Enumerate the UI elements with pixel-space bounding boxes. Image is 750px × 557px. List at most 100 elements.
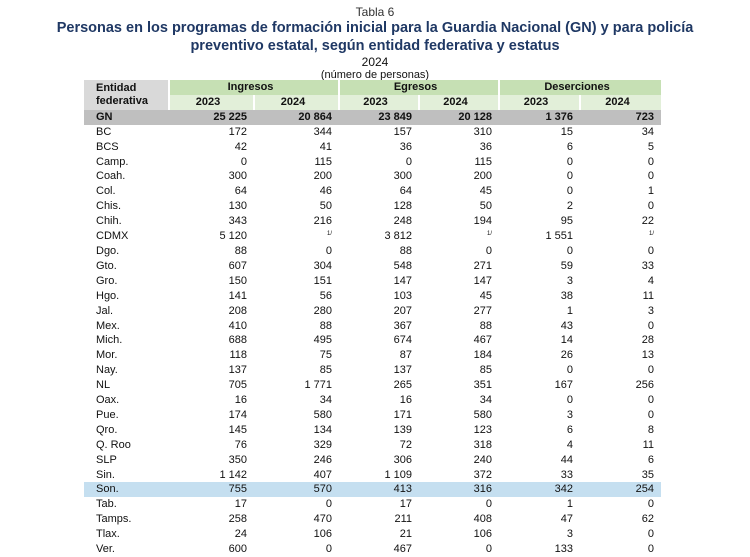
entity-cell: Tamps. [96, 513, 132, 526]
entity-cell: BC [96, 125, 112, 138]
entity-cell: GN [84, 109, 169, 125]
entity-cell: Tab. [96, 498, 117, 511]
table-row: Gto. 607 304 548 271 59 33 [84, 259, 661, 274]
value-cell: 11 [642, 289, 655, 302]
value-cell: 64 [234, 185, 247, 198]
table-row: Tamps. 258 470 211 408 47 62 [84, 512, 661, 527]
value-cell: 343 [228, 215, 247, 228]
value-cell: 41 [319, 140, 333, 153]
entity-cell: Chih. [96, 215, 122, 228]
table-row: BC 172 344 157 310 15 34 [84, 125, 661, 140]
value-cell: 147 [473, 274, 493, 287]
entity-cell: SLP [96, 453, 117, 466]
value-cell: 45 [479, 185, 493, 198]
value-cell: 17 [234, 498, 247, 511]
value-cell: 0 [566, 170, 574, 183]
table-row: Ver. 600 0 467 0 133 0 [84, 542, 661, 557]
table-row: BCS 42 41 36 36 6 5 [84, 140, 661, 155]
value-cell: 3 [566, 528, 574, 541]
value-cell: 20 864 [254, 109, 340, 125]
value-cell: 200 [473, 170, 493, 183]
header-row-groups: Entidad federativa Ingresos Egresos Dese… [84, 80, 662, 110]
table-row: Coah. 300 200 300 200 0 0 [84, 169, 661, 184]
value-cell: 674 [393, 334, 413, 347]
value-cell: 271 [473, 259, 493, 272]
value-cell: 0 [566, 155, 574, 168]
data-table: Entidad federativa Ingresos Egresos Dese… [84, 80, 662, 557]
value-cell: 76 [234, 438, 247, 451]
value-cell: 0 [647, 528, 655, 541]
value-cell: 1 109 [384, 468, 413, 481]
value-cell: 115 [314, 155, 333, 168]
table-row: NL 705 1 771 265 351 167 256 [84, 378, 661, 393]
value-cell: 607 [228, 259, 247, 272]
value-cell: 0 [647, 543, 655, 556]
table-row: Nay. 137 85 137 85 0 0 [84, 363, 661, 378]
year-header: 2024 [579, 94, 662, 110]
value-cell: 50 [319, 200, 333, 213]
value-cell: 106 [313, 528, 333, 541]
footnote-marker: 1/ [487, 231, 493, 238]
value-cell: 342 [499, 482, 581, 498]
value-cell: 38 [560, 289, 574, 302]
value-cell: 172 [228, 125, 247, 138]
entity-cell: Q. Roo [96, 438, 131, 451]
value-cell: 570 [254, 482, 340, 498]
entity-cell: Pue. [96, 408, 119, 421]
value-cell: 1 [566, 304, 574, 317]
value-cell: 344 [313, 125, 333, 138]
value-cell: 25 225 [169, 109, 254, 125]
value-cell: 16 [234, 394, 247, 407]
value-cell: 0 [647, 155, 655, 168]
year-header: 2023 [498, 94, 581, 110]
year-header: 2023 [168, 94, 254, 110]
value-cell: 36 [479, 140, 493, 153]
value-cell: 0 [485, 498, 493, 511]
value-cell: 254 [580, 482, 662, 498]
header-row-years: 2023 2024 2023 2024 2023 2024 [84, 94, 662, 110]
value-cell: 28 [641, 334, 655, 347]
entity-cell: BCS [96, 140, 119, 153]
table-row: Mex. 410 88 367 88 43 0 [84, 319, 661, 334]
table-row: Chis. 130 50 128 50 2 0 [84, 199, 661, 214]
table-row: Mich. 688 495 674 467 14 28 [84, 333, 661, 348]
value-cell: 45 [479, 289, 493, 302]
value-cell: 36 [399, 140, 413, 153]
table-unit: (número de personas) [320, 69, 430, 81]
table-row: Col. 64 46 64 45 0 1 [84, 184, 661, 199]
value-cell: 410 [228, 319, 247, 332]
value-cell: 88 [319, 319, 333, 332]
entity-cell: Oax. [96, 394, 120, 407]
value-cell: 580 [473, 408, 493, 421]
value-cell: 137 [393, 364, 413, 377]
entity-cell: Mor. [96, 349, 118, 362]
value-cell: 151 [313, 274, 333, 287]
value-cell: 5 120 [219, 230, 247, 243]
value-cell: 0 [647, 498, 655, 511]
group-header-egresos: Egresos [338, 80, 500, 95]
table-row: Hgo. 141 56 103 45 38 11 [84, 289, 661, 304]
entity-cell: Jal. [96, 304, 114, 317]
value-cell: 20 128 [419, 109, 500, 125]
value-cell: 42 [234, 140, 247, 153]
table-row: Oax. 16 34 16 34 0 0 [84, 393, 661, 408]
value-cell: 139 [393, 423, 413, 436]
value-cell: 304 [313, 259, 333, 272]
value-cell: 467 [393, 543, 413, 556]
value-cell: 350 [228, 453, 247, 466]
table-row: Jal. 208 280 207 277 1 3 [84, 304, 661, 319]
value-cell: 33 [560, 468, 574, 481]
value-cell: 34 [641, 125, 655, 138]
value-cell: 723 [580, 109, 662, 125]
table-row: Qro. 145 134 139 123 6 8 [84, 423, 661, 438]
value-cell: 0 [647, 364, 655, 377]
value-cell: 62 [641, 513, 655, 526]
table-title-line1: Personas en los programas de formación i… [56, 20, 694, 36]
value-cell: 280 [313, 304, 333, 317]
entity-header-line1: Entidad [96, 82, 137, 95]
value-cell: 408 [473, 513, 493, 526]
entity-cell: CDMX [96, 230, 129, 243]
value-cell: 0 [485, 244, 493, 257]
value-cell: 85 [479, 364, 493, 377]
entity-cell: Tlax. [96, 528, 120, 541]
